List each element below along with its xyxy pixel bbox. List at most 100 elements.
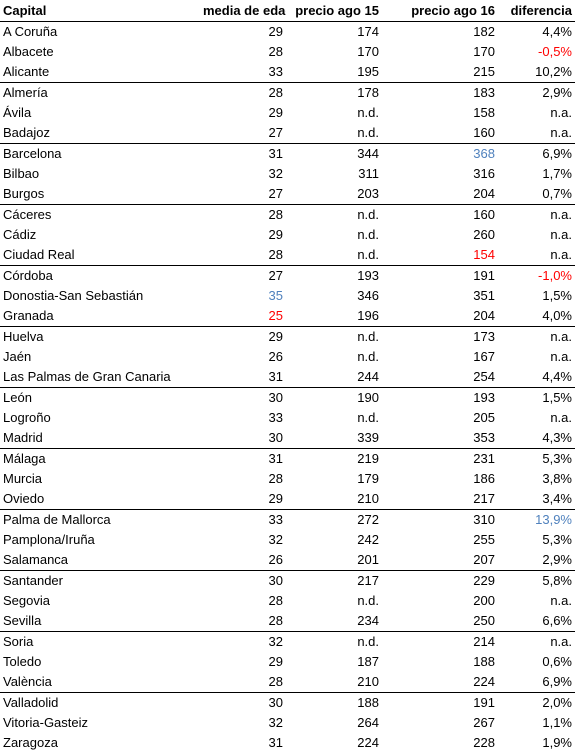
capital-cell: Donostia-San Sebastián: [0, 286, 200, 306]
precio-ago-16-cell: 160: [382, 123, 498, 144]
diferencia-cell: 5,3%: [498, 449, 575, 470]
diferencia-cell: 4,3%: [498, 428, 575, 449]
precio-ago-16-cell: 160: [382, 205, 498, 226]
media-de-edad-cell: 29: [200, 103, 286, 123]
precio-ago-15-cell: 339: [286, 428, 382, 449]
precio-ago-16-cell: 154: [382, 245, 498, 266]
precio-ago-15-cell: 188: [286, 693, 382, 714]
diferencia-cell: -0,5%: [498, 42, 575, 62]
precio-ago-15-cell: 179: [286, 469, 382, 489]
media-de-edad-cell: 28: [200, 245, 286, 266]
media-de-edad-cell: 28: [200, 611, 286, 632]
media-de-edad-cell: 28: [200, 672, 286, 693]
media-de-edad-cell: 32: [200, 164, 286, 184]
media-de-edad-cell: 26: [200, 550, 286, 571]
diferencia-cell: n.a.: [498, 225, 575, 245]
capital-cell: Segovia: [0, 591, 200, 611]
precio-ago-15-cell: 242: [286, 530, 382, 550]
precio-ago-15-cell: 272: [286, 510, 382, 531]
media-de-edad-cell: 30: [200, 428, 286, 449]
diferencia-cell: 2,0%: [498, 693, 575, 714]
precio-ago-15-cell: 210: [286, 489, 382, 510]
capital-cell: Jaén: [0, 347, 200, 367]
media-de-edad-cell: 32: [200, 713, 286, 733]
precio-ago-15-cell: 217: [286, 571, 382, 592]
precio-ago-16-cell: 188: [382, 652, 498, 672]
precio-ago-15-cell: 224: [286, 733, 382, 753]
capital-cell: Pamplona/Iruña: [0, 530, 200, 550]
media-de-edad-cell: 35: [200, 286, 286, 306]
precio-ago-15-cell: 178: [286, 83, 382, 104]
precio-ago-15-cell: 219: [286, 449, 382, 470]
diferencia-cell: -1,0%: [498, 266, 575, 287]
media-de-edad-cell: 33: [200, 408, 286, 428]
media-de-edad-cell: 33: [200, 62, 286, 83]
capital-cell: Ávila: [0, 103, 200, 123]
media-de-edad-cell: 28: [200, 469, 286, 489]
precio-ago-16-cell: 255: [382, 530, 498, 550]
capital-cell: Barcelona: [0, 144, 200, 165]
media-de-edad-cell: 29: [200, 225, 286, 245]
precio-ago-15-cell: 346: [286, 286, 382, 306]
precio-ago-16-cell: 351: [382, 286, 498, 306]
precio-ago-16-cell: 310: [382, 510, 498, 531]
capital-cell: Vitoria-Gasteiz: [0, 713, 200, 733]
media-de-edad-cell: 27: [200, 184, 286, 205]
header-capital: Capital: [0, 0, 200, 22]
precio-ago-16-cell: 191: [382, 693, 498, 714]
media-de-edad-cell: 29: [200, 327, 286, 348]
capital-cell: Toledo: [0, 652, 200, 672]
precio-ago-15-cell: 190: [286, 388, 382, 409]
diferencia-cell: 0,7%: [498, 184, 575, 205]
precio-ago-15-cell: 170: [286, 42, 382, 62]
diferencia-cell: 6,9%: [498, 672, 575, 693]
media-de-edad-cell: 31: [200, 449, 286, 470]
precio-ago-16-cell: 183: [382, 83, 498, 104]
capital-cell: A Coruña: [0, 22, 200, 43]
precio-ago-16-cell: 254: [382, 367, 498, 388]
header-precio-ago-15: precio ago 15: [286, 0, 382, 22]
media-de-edad-cell: 29: [200, 652, 286, 672]
capital-cell: Granada: [0, 306, 200, 327]
capital-cell: Bilbao: [0, 164, 200, 184]
capital-cell: Cádiz: [0, 225, 200, 245]
precio-ago-15-cell: n.d.: [286, 103, 382, 123]
precio-ago-15-cell: 264: [286, 713, 382, 733]
diferencia-cell: 5,8%: [498, 571, 575, 592]
capital-cell: Murcia: [0, 469, 200, 489]
capital-cell: Córdoba: [0, 266, 200, 287]
diferencia-cell: 4,4%: [498, 367, 575, 388]
precio-ago-15-cell: 196: [286, 306, 382, 327]
capital-cell: Valladolid: [0, 693, 200, 714]
capital-cell: Burgos: [0, 184, 200, 205]
header-precio-ago-16: precio ago 16: [382, 0, 498, 22]
precio-ago-16-cell: 191: [382, 266, 498, 287]
precio-ago-16-cell: 186: [382, 469, 498, 489]
media-de-edad-cell: 30: [200, 693, 286, 714]
media-de-edad-cell: 27: [200, 123, 286, 144]
capital-cell: Santander: [0, 571, 200, 592]
precio-ago-15-cell: 174: [286, 22, 382, 43]
precio-ago-16-cell: 182: [382, 22, 498, 43]
precio-ago-16-cell: 260: [382, 225, 498, 245]
